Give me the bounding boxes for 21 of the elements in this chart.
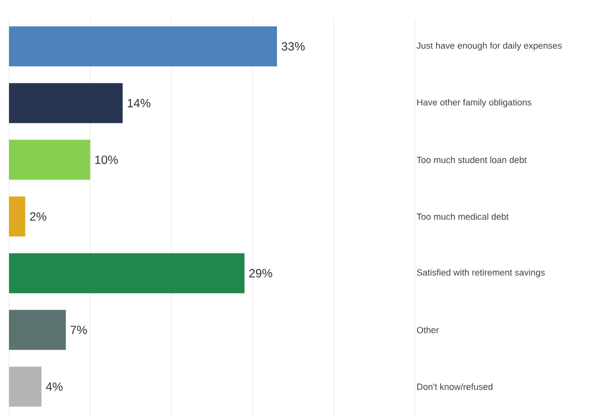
y-tick-label: Don't know/refused bbox=[417, 383, 492, 390]
bar bbox=[9, 140, 90, 180]
bar bbox=[9, 366, 42, 407]
y-tick-label: Too much student loan debt bbox=[416, 156, 527, 164]
bar bbox=[9, 310, 66, 350]
y-tick-label: Just have enough for daily expenses bbox=[416, 42, 562, 51]
data-label: 29% bbox=[249, 268, 272, 278]
data-label: 7% bbox=[70, 326, 87, 334]
data-label: 10% bbox=[95, 156, 118, 164]
bar bbox=[9, 26, 277, 66]
y-tick-label: Too much medical debt bbox=[416, 213, 509, 220]
data-label: 33% bbox=[282, 42, 305, 51]
bar bbox=[9, 253, 244, 294]
bar bbox=[9, 83, 123, 124]
bar bbox=[9, 196, 26, 237]
data-label: 4% bbox=[46, 382, 63, 391]
data-label: 2% bbox=[30, 212, 46, 221]
y-tick-label: Other bbox=[416, 326, 439, 334]
y-tick-label: Have other family obligations bbox=[417, 98, 532, 108]
data-label: 14% bbox=[128, 98, 150, 108]
y-tick-label: Satisfied with retirement savings bbox=[416, 269, 545, 278]
